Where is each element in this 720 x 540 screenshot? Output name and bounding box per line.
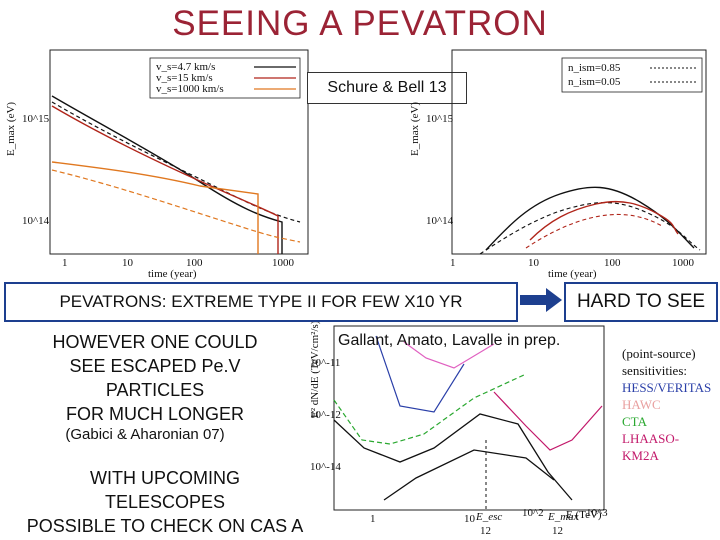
legend-entry-hess: HESS/VERITAS: [622, 380, 712, 395]
however-line: HOWEVER ONE COULD: [52, 332, 258, 352]
right-xtick: 1000: [672, 257, 695, 269]
curve-black-dashed: [51, 101, 301, 223]
pevatron-banner: PEVATRONS: EXTREME TYPE II FOR FEW X10 Y…: [4, 282, 518, 322]
legend-entry-lhaaso: LHAASO-: [622, 431, 680, 446]
lhaaso-curve: [493, 391, 603, 451]
however-line: SEE ESCAPED Pe.V: [69, 356, 241, 376]
right-xtick: 1: [450, 257, 456, 269]
curve-orange: [51, 161, 259, 254]
curve-red: [51, 105, 279, 254]
legend-entry-cta: CTA: [622, 414, 647, 429]
legend-title: sensitivities:: [622, 363, 687, 378]
black-spectrum: [333, 413, 573, 501]
right-legend-entry: n_ism=0.05: [568, 76, 621, 88]
right-ytick: 10^15: [426, 113, 454, 125]
e-max-marker: E_max: [547, 511, 579, 523]
arrow-right-icon: [520, 288, 562, 312]
right-xtick: 100: [604, 257, 621, 269]
sensitivity-legend: (point-source) sensitivities: HESS/VERIT…: [622, 345, 711, 464]
curve-orange-dashed: [51, 169, 301, 243]
left-ylabel: E_max (eV): [5, 102, 17, 156]
however-text: HOWEVER ONE COULD SEE ESCAPED Pe.V PARTI…: [10, 330, 300, 426]
bottom-ytick: 10^-12: [310, 409, 341, 421]
left-xlabel: time (year): [148, 268, 197, 280]
gallant-citation: Gallant, Amato, Lavalle in prep.: [338, 332, 561, 349]
legend-entry-hawc: HAWC: [622, 397, 661, 412]
bottom-xlabel: E (TeV): [566, 509, 602, 521]
right-ytick: 10^14: [426, 215, 454, 227]
left-xtick: 10: [122, 257, 134, 269]
hess-veritas-curve: [375, 335, 465, 413]
hard-to-see-box: HARD TO SEE: [564, 282, 718, 322]
upcoming-line: TELESCOPES: [104, 492, 226, 512]
bottom-xtick: 10: [464, 513, 476, 525]
upcoming-line: WITH UPCOMING: [90, 468, 240, 488]
credit-label: Schure & Bell 13: [307, 72, 467, 104]
slide-title: SEEING A PEVATRON: [172, 4, 548, 43]
right-ylabel: E_max (eV): [409, 102, 421, 156]
sensitivity-plot: E² dN/dE (TeV/cm²/s) 10^-11 10^-12 10^-1…: [309, 322, 608, 537]
e-max-value: 12: [552, 525, 563, 537]
right-curve-black-dashed: [479, 202, 701, 255]
left-emax-plot: E_max (eV) 10^15 10^14 1 10 100 1000 tim…: [5, 49, 309, 280]
left-legend-entry: v_s=1000 km/s: [156, 83, 224, 95]
left-ytick: 10^15: [22, 113, 50, 125]
e-esc-value: 12: [480, 525, 491, 537]
bottom-xtick: 10^3: [586, 507, 608, 519]
left-legend-entry: v_s=15 km/s: [156, 72, 213, 84]
bottom-ytick: 10^-11: [310, 357, 340, 369]
hawc-curve: [403, 341, 495, 369]
right-curve-red-dashed: [525, 213, 663, 249]
e-esc-marker: E_esc: [475, 511, 502, 523]
upcoming-text: WITH UPCOMING TELESCOPES POSSIBLE TO CHE…: [0, 466, 330, 538]
right-legend-entry: n_ism=0.85: [568, 62, 621, 74]
right-xtick: 10: [528, 257, 540, 269]
bottom-xtick: 1: [370, 513, 376, 525]
bottom-xtick: 10^2: [522, 507, 544, 519]
right-curve-red: [529, 200, 679, 241]
left-xtick: 1000: [272, 257, 295, 269]
however-line: PARTICLES: [105, 380, 205, 400]
legend-entry-km2a: KM2A: [622, 448, 659, 463]
bottom-ylabel: E² dN/dE (TeV/cm²/s): [309, 322, 321, 418]
right-xlabel: time (year): [548, 268, 597, 280]
left-ytick: 10^14: [22, 215, 50, 227]
gabici-citation: (Gabici & Aharonian 07): [65, 426, 225, 443]
left-xtick: 1: [62, 257, 68, 269]
right-emax-plot: E_max (eV) 10^15 10^14 1 10 100 1000 tim…: [409, 49, 707, 280]
legend-title: (point-source): [622, 346, 696, 361]
left-xtick: 100: [186, 257, 203, 269]
black-spectrum-2: [383, 449, 555, 501]
cta-curve: [333, 373, 527, 445]
curve-black: [51, 95, 283, 254]
left-legend-entry: v_s=4.7 km/s: [156, 61, 215, 73]
right-curve-black: [485, 186, 695, 251]
upcoming-line: POSSIBLE TO CHECK ON CAS A: [26, 516, 304, 536]
bottom-ytick: 10^-14: [310, 461, 341, 473]
however-line: FOR MUCH LONGER: [65, 404, 244, 424]
